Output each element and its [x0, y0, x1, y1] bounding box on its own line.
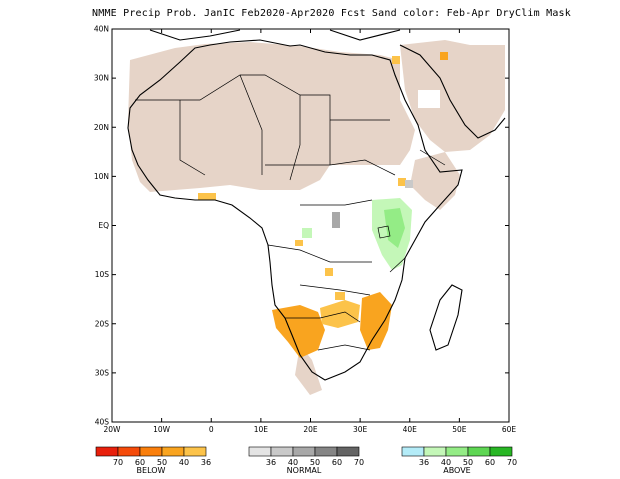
above-patch-drc [302, 228, 312, 238]
legend-normal: 36 40 50 60 70 NORMAL [248, 446, 364, 475]
lon-label: 20W [104, 425, 122, 434]
lat-label: EQ [98, 221, 109, 230]
legend-below-tick: 50 [157, 458, 167, 467]
legend-above-swatch [423, 446, 447, 457]
below-patch-north2 [392, 56, 400, 64]
legend-normal-tick: 70 [354, 458, 364, 467]
lon-label: 30E [353, 425, 368, 434]
legend-above-swatch [401, 446, 425, 457]
lon-label: 10E [254, 425, 269, 434]
lat-label: 20S [95, 319, 110, 328]
lat-label: 40N [94, 25, 109, 34]
below-patch-kenya [398, 178, 406, 186]
legend-normal-swatch [292, 446, 316, 457]
lat-label: 30N [94, 74, 109, 83]
below-patch-small1 [335, 292, 345, 300]
legend-normal-swatch [270, 446, 294, 457]
arabia-coastline [399, 44, 506, 139]
lon-label: 10W [153, 425, 171, 434]
legend-below-swatch [183, 446, 207, 457]
legend-below-swatch [117, 446, 141, 457]
legend-above-tick: 36 [419, 458, 429, 467]
legend-below-swatch [95, 446, 119, 457]
dry-mask-arabia [400, 40, 505, 152]
legend-normal-title: NORMAL [287, 466, 322, 475]
dry-mask-horn [410, 152, 460, 210]
below-patch-north [440, 52, 448, 60]
country-borders [135, 74, 446, 351]
lat-label: 10N [94, 172, 109, 181]
legend-above-swatch [489, 446, 513, 457]
lon-label: 0 [209, 425, 214, 434]
legend-below-title: BELOW [137, 466, 166, 475]
latitude-axis: 40N 30N 20N 10N EQ 10S 20S 30S 40S [94, 25, 509, 427]
legend-normal-swatch [248, 446, 272, 457]
legend-below-tick: 36 [201, 458, 211, 467]
lat-label: 10S [95, 270, 110, 279]
legend-normal-swatch [336, 446, 360, 457]
mediterranean-north [149, 29, 401, 41]
above-patch-eastafrica-mid [384, 208, 405, 248]
below-patch-zambia [320, 300, 360, 328]
lat-label: 20N [94, 123, 109, 132]
legend-below: 70 60 50 40 36 BELOW [95, 446, 211, 475]
legend-above-tick: 70 [507, 458, 517, 467]
legend-above-swatch [467, 446, 491, 457]
legend-above-tick: 50 [463, 458, 473, 467]
normal-patches [332, 180, 413, 228]
legend-normal-tick: 40 [288, 458, 298, 467]
longitude-axis: 20W 10W 0 10E 20E 30E 40E 50E 60E [104, 29, 517, 434]
lon-label: 20E [303, 425, 318, 434]
normal-patch-2 [405, 180, 413, 188]
madagascar [429, 284, 463, 351]
normal-patch-1 [332, 212, 340, 228]
legend-normal-tick: 50 [310, 458, 320, 467]
africa-coastline [127, 39, 463, 381]
above-normal-patches [302, 198, 412, 270]
lon-label: 40E [403, 425, 418, 434]
lon-label: 50E [452, 425, 467, 434]
legend-above: 36 40 50 60 70 ABOVE [401, 446, 517, 475]
legend-normal-tick: 60 [332, 458, 342, 467]
legend-below-tick: 60 [135, 458, 145, 467]
below-patch-small2 [295, 240, 303, 246]
below-patch-small3 [325, 268, 333, 276]
legend-above-tick: 60 [485, 458, 495, 467]
lat-label: 40S [95, 418, 110, 427]
below-patch-westafrica [198, 193, 216, 200]
legend-below-tick: 40 [179, 458, 189, 467]
lon-label: 60E [502, 425, 517, 434]
lat-label: 30S [95, 368, 110, 377]
map-title: NMME Precip Prob. JanIC Feb2020-Apr2020 … [92, 8, 571, 19]
dry-mask-sahara [128, 42, 415, 192]
map-layers [127, 29, 506, 395]
legend-below-tick: 70 [113, 458, 123, 467]
legend-normal-tick: 36 [266, 458, 276, 467]
legend-above-swatch [445, 446, 469, 457]
legend-below-swatch [139, 446, 163, 457]
white-gap [418, 90, 440, 108]
coastlines [127, 29, 506, 381]
below-patch-moz [360, 292, 392, 350]
legend-normal-swatch [314, 446, 338, 457]
legend-above-tick: 40 [441, 458, 451, 467]
legend-above-title: ABOVE [443, 466, 471, 475]
legend-below-swatch [161, 446, 185, 457]
inland-lake-victoria [377, 225, 391, 239]
border-lines [135, 74, 446, 351]
